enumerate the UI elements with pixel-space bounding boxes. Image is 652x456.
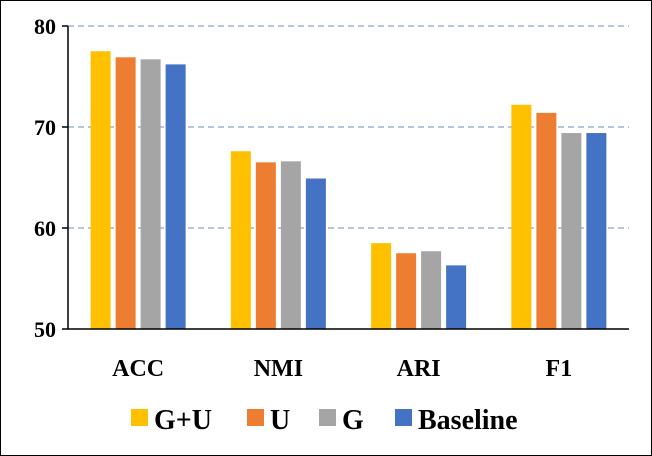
bar-g-u-nmi	[230, 151, 251, 329]
category-labels: ACC NMI ARI F1	[112, 356, 572, 382]
legend: G+U U G Baseline	[131, 405, 518, 436]
bar-g-u-f1	[511, 104, 532, 329]
axes	[67, 26, 629, 330]
x-category-label: F1	[546, 356, 573, 382]
bar-u-f1	[536, 112, 557, 329]
bars	[90, 51, 607, 330]
x-category-label: ARI	[397, 356, 441, 382]
bar-baseline-f1	[586, 133, 607, 329]
legend-label: U	[270, 405, 290, 436]
x-category-label: ACC	[112, 356, 164, 382]
legend-label: G+U	[154, 405, 212, 436]
legend-swatch	[247, 409, 264, 426]
bar-baseline-acc	[165, 64, 186, 329]
bar-g-acc	[140, 59, 161, 330]
legend-swatch	[319, 409, 336, 426]
bar-u-ari	[396, 253, 417, 329]
bar-g-u-acc	[90, 51, 111, 329]
x-category-label: NMI	[254, 356, 303, 382]
bar-g-u-ari	[371, 243, 392, 329]
legend-label: G	[342, 405, 364, 436]
legend-label: Baseline	[418, 405, 518, 436]
legend-swatch	[131, 409, 148, 426]
y-tick-label: 50	[34, 317, 56, 342]
y-tick-label: 60	[34, 216, 56, 241]
y-tick-label: 70	[34, 115, 56, 140]
gridlines	[68, 25, 629, 229]
bar-u-nmi	[255, 162, 276, 329]
bar-g-f1	[561, 133, 582, 329]
legend-swatch	[395, 409, 412, 426]
y-axis-ticks: 50 60 70 80	[34, 14, 68, 342]
bar-u-acc	[115, 57, 136, 330]
bar-baseline-ari	[446, 265, 467, 329]
bar-baseline-nmi	[305, 178, 326, 329]
bar-g-nmi	[280, 161, 301, 329]
y-tick-label: 80	[34, 14, 56, 39]
bar-g-ari	[421, 251, 442, 329]
